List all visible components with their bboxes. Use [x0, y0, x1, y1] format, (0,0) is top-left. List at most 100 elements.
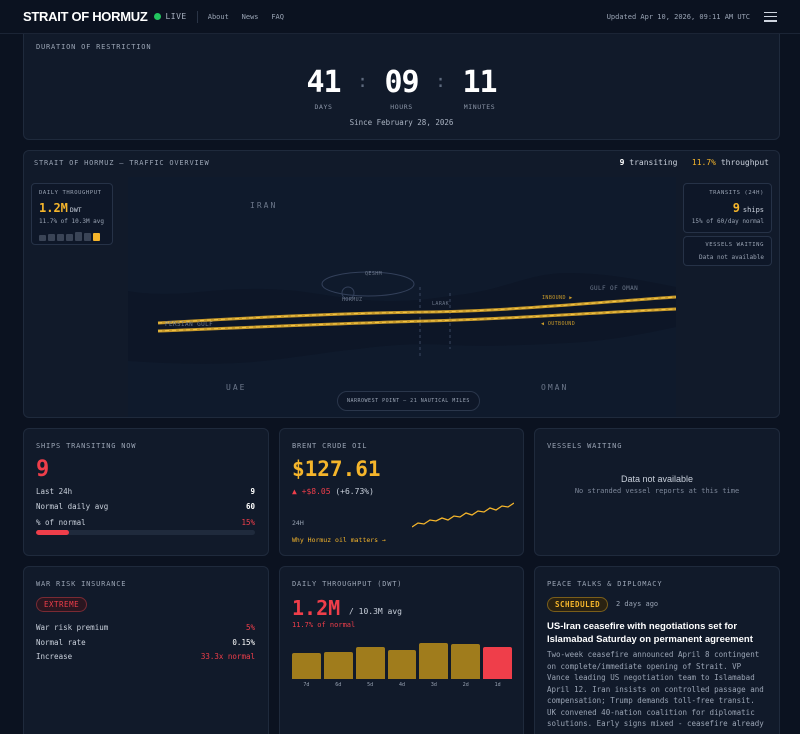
countdown: 41 DAYS : 09 HOURS : 11 MINUTES: [24, 65, 779, 112]
hours-value: 09: [384, 65, 419, 100]
daily-bar-label: 3d: [430, 682, 437, 688]
scheduled-badge: SCHEDULED: [547, 597, 609, 612]
transits-label: TRANSITS (24H): [709, 190, 764, 196]
brand-logo[interactable]: STRAIT OF HORMUZ: [23, 9, 148, 24]
mini-bar: [93, 233, 100, 241]
strait-map[interactable]: [128, 177, 677, 417]
mini-bar: [66, 234, 73, 241]
normal-rate-row: Normal rate 0.15%: [36, 638, 255, 647]
brent-period: 24H: [292, 519, 304, 527]
iran-landmass: [128, 177, 676, 301]
daily-label: DAILY THROUGHPUT (DWT): [292, 580, 403, 588]
narrowest-point-badge: NARROWEST POINT — 21 NAUTICAL MILES: [337, 391, 480, 411]
premium-row: War risk premium 5%: [36, 623, 255, 632]
daily-bar: [323, 652, 353, 679]
iran-label: IRAN: [250, 201, 278, 210]
war-risk-card: WAR RISK INSURANCE EXTREME War risk prem…: [23, 566, 269, 734]
traffic-overview-card: STRAIT OF HORMUZ — TRAFFIC OVERVIEW 9 tr…: [23, 150, 780, 418]
daily-avg: / 10.3M avg: [349, 607, 402, 616]
top-header: STRAIT OF HORMUZ LIVE About News FAQ Upd…: [0, 0, 800, 34]
traffic-stats: 9 transiting 11.7% throughput: [620, 158, 769, 167]
mini-bar: [84, 232, 91, 241]
header-divider: [196, 10, 198, 23]
daily-bar-label: 6d: [335, 682, 342, 688]
last24-row: Last 24h 9: [36, 487, 255, 496]
qeshm-island: [321, 271, 415, 297]
ships-label: SHIPS TRANSITING NOW: [36, 442, 137, 450]
map-svg: [128, 177, 677, 417]
throughput-label: throughput: [720, 158, 769, 167]
vessels-na: Data not available: [620, 474, 694, 484]
vessels-waiting-mini-sub: Data not available: [698, 254, 764, 261]
increase-row: Increase 33.3x normal: [36, 652, 255, 661]
duration-label: DURATION OF RESTRICTION: [36, 43, 152, 51]
peace-headline[interactable]: US-Iran ceasefire with negotiations set …: [547, 621, 753, 645]
mini-throughput-sub: 11.7% of 10.3M avg: [39, 218, 105, 225]
mini-bar: [57, 234, 64, 241]
transits-sub: 15% of 60/day normal: [691, 218, 764, 225]
daily-bar-label: 2d: [462, 682, 469, 688]
brent-sparkline: [412, 502, 514, 528]
since-date: Since February 28, 2026: [349, 118, 454, 127]
throughput-pct: 11.7%: [691, 158, 716, 167]
nav-about-link[interactable]: About: [207, 13, 229, 21]
uae-oman-landmass: [128, 327, 676, 417]
inbound-label: INBOUND ▶: [542, 295, 573, 301]
updated-timestamp: Updated Apr 10, 2026, 09:11 AM UTC: [606, 12, 750, 21]
vessels-waiting-mini-label: VESSELS WAITING: [705, 242, 764, 248]
live-indicator: LIVE: [165, 12, 187, 21]
traffic-title: STRAIT OF HORMUZ — TRAFFIC OVERVIEW: [34, 159, 210, 167]
daily-bar-label: 7d: [303, 682, 310, 688]
peace-ago: 2 days ago: [616, 600, 659, 608]
mini-bar: [48, 234, 55, 241]
colon-separator: :: [357, 71, 368, 92]
nav-faq-link[interactable]: FAQ: [271, 13, 284, 21]
daily-bar: [451, 643, 481, 679]
hormuz-label: HORMUZ: [342, 297, 363, 303]
ships-transiting-card: SHIPS TRANSITING NOW 9 Last 24h 9 Normal …: [23, 428, 269, 556]
peace-talks-card: PEACE TALKS & DIPLOMACY SCHEDULED 2 days…: [534, 566, 780, 734]
minutes-label: MINUTES: [463, 103, 496, 111]
inbound-lane-dash: [157, 296, 677, 324]
avg-row: Normal daily avg 60: [36, 502, 255, 511]
daily-bar-labels: 7d 6d 5d 4d 3d 2d 1d: [292, 682, 512, 688]
vessels-waiting-card: VESSELS WAITING Data not available No st…: [534, 428, 780, 556]
uae-label: UAE: [226, 383, 247, 392]
brent-label: BRENT CRUDE OIL: [292, 442, 368, 450]
mini-throughput-bars: [39, 230, 100, 241]
daily-throughput-card: DAILY THROUGHPUT (DWT) 1.2M / 10.3M avg …: [279, 566, 524, 734]
mini-throughput-label: DAILY THROUGHPUT: [39, 190, 102, 196]
daily-throughput-mini: DAILY THROUGHPUT 1.2M DWT 11.7% of 10.3M …: [31, 183, 113, 245]
ships-value: 9: [36, 457, 50, 482]
duration-card: DURATION OF RESTRICTION 41 DAYS : 09 HOU…: [23, 28, 780, 140]
pct-progress-fill: [36, 530, 69, 535]
live-dot-icon: [154, 13, 162, 20]
mini-bar: [75, 232, 82, 241]
hamburger-menu-icon[interactable]: [764, 11, 777, 22]
daily-bar-label: 1d: [494, 682, 501, 688]
mini-bar: [39, 234, 46, 241]
pct-progress-bar: [36, 530, 255, 535]
outbound-label: ◀ OUTBOUND: [541, 321, 576, 327]
daily-bar: [292, 653, 321, 679]
minutes-value: 11: [462, 65, 497, 100]
transits-value: 9 ships: [732, 201, 764, 215]
daily-bar: [387, 650, 417, 679]
main-nav: About News FAQ: [208, 12, 292, 21]
vessels-sub: No stranded vessel reports at this time: [574, 487, 740, 495]
daily-value: 1.2M: [292, 596, 341, 620]
hours-label: HOURS: [390, 103, 413, 111]
transiting-count: 9: [619, 158, 625, 167]
why-hormuz-link[interactable]: Why Hormuz oil matters →: [292, 536, 386, 544]
nav-news-link[interactable]: News: [241, 13, 259, 21]
gulf-of-oman-label: GULF OF OMAN: [590, 285, 639, 292]
days-label: DAYS: [314, 103, 333, 111]
extreme-badge: EXTREME: [36, 597, 88, 612]
daily-pct: 11.7% of normal: [292, 621, 356, 629]
brent-crude-card: BRENT CRUDE OIL $127.61 ▲ +$8.05 (+6.73%…: [279, 428, 524, 556]
brent-change: ▲ +$8.05 (+6.73%): [292, 487, 374, 496]
transits-mini: TRANSITS (24H) 9 ships 15% of 60/day norm…: [683, 183, 772, 233]
oman-label: OMAN: [541, 383, 569, 392]
daily-bar-label: 4d: [398, 682, 406, 688]
daily-bar: [483, 646, 513, 679]
